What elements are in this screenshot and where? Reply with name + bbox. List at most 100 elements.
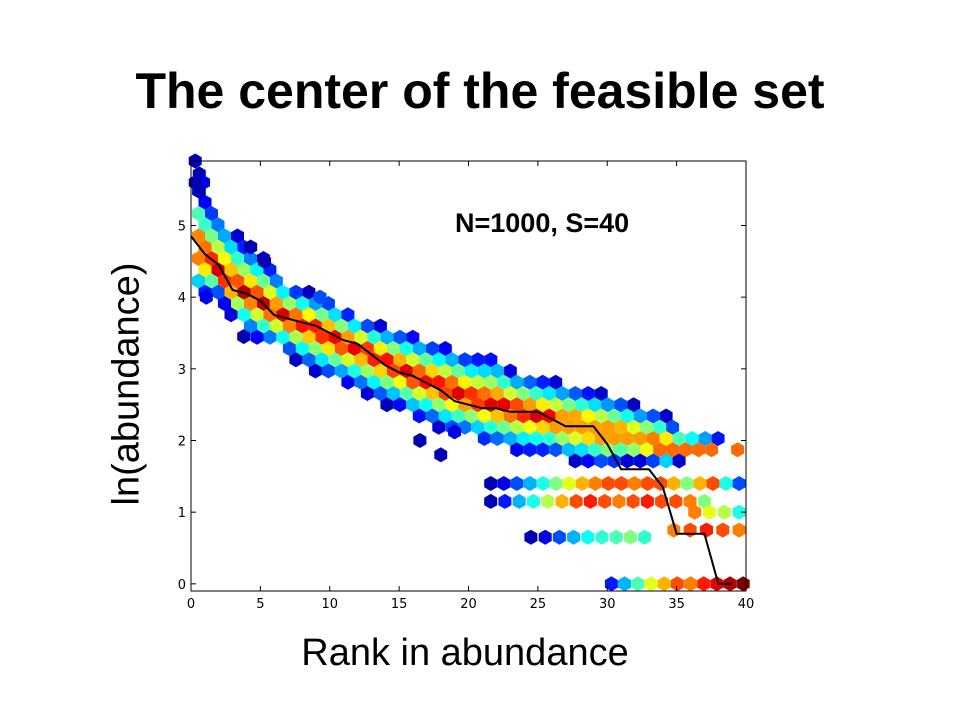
hexbin-cell <box>393 352 407 368</box>
hexbin-cell <box>510 419 524 435</box>
hexbin-cell <box>604 576 618 592</box>
hexbin-cell <box>524 529 538 545</box>
y-tick-label: 3 <box>178 363 186 378</box>
hexbin-cell <box>705 442 719 458</box>
hexbin-cell <box>263 307 277 323</box>
hexbin-cell <box>659 453 673 469</box>
hexbin-cell <box>250 284 264 300</box>
hexbin-cell <box>732 476 746 491</box>
hexbin-cell <box>569 493 583 509</box>
hexbin-cell <box>601 442 615 458</box>
hexbin-cell <box>282 318 296 334</box>
hexbin-cell <box>334 341 348 356</box>
hexbin-cell <box>432 419 446 435</box>
hexbin-cell <box>581 386 595 401</box>
hexbin-cell <box>341 352 355 368</box>
hexbin-cell <box>583 493 597 509</box>
hexbin-cell <box>192 228 205 244</box>
hexbin-cell <box>646 453 660 469</box>
hexbin-cell <box>399 341 413 356</box>
hexbin-cell <box>313 289 327 305</box>
y-tick-label: 4 <box>178 291 186 306</box>
hexbin-cell <box>669 493 683 509</box>
hexbin-cell <box>484 493 498 509</box>
hexbin-cell <box>471 374 485 390</box>
hexbin-cell <box>601 476 615 491</box>
hexbin-cell <box>594 453 608 469</box>
hexbin-cell <box>697 576 711 592</box>
hexbin-cell <box>711 431 725 446</box>
hexbin-cell <box>276 284 290 300</box>
hexbin-cell <box>393 374 407 390</box>
hexbin-cell <box>448 424 462 440</box>
hexbin-cell <box>432 374 446 390</box>
hexbin-cell <box>295 341 309 356</box>
hexbin-cell <box>276 329 290 345</box>
hexbin-cell <box>523 419 537 435</box>
hexbin-cell <box>614 419 628 435</box>
slide-title: The center of the feasible set <box>135 63 825 119</box>
hexbin-cell <box>458 374 472 390</box>
hexbin-cell <box>697 493 711 509</box>
x-tick-label: 30 <box>599 597 616 612</box>
hexbin-cell <box>510 374 524 390</box>
y-tick-label: 5 <box>178 220 186 235</box>
x-tick-label: 0 <box>187 597 195 612</box>
hexbin-cell <box>588 442 602 458</box>
hexbin-cell <box>257 273 270 289</box>
hexbin-cell <box>458 419 472 435</box>
x-tick-label: 5 <box>256 597 264 612</box>
hexbin-cell <box>510 397 524 413</box>
hexbin-cell <box>640 419 654 435</box>
hexbin-cell <box>341 307 355 323</box>
hexbin-cell <box>211 239 225 255</box>
hexbin-cell <box>627 419 641 435</box>
hexbin-cell <box>512 493 526 509</box>
hexbin-cell <box>205 206 218 221</box>
hexbin-cell <box>575 397 589 413</box>
hexbin-cell <box>315 329 329 345</box>
hexbin-cell <box>706 476 720 491</box>
hexbin-cell <box>667 476 681 491</box>
hexbin-cell <box>302 307 316 323</box>
hexbin-cell <box>308 363 322 379</box>
hexbin-cell <box>497 374 511 390</box>
hexbin-cell <box>218 228 231 244</box>
hexbin-cell <box>231 273 244 289</box>
hexbin-cell <box>594 408 608 424</box>
hexbin-cell <box>710 576 724 592</box>
hexbin-cell <box>471 352 485 368</box>
hexbin-cell <box>732 504 746 520</box>
hexbin-cell <box>360 363 374 379</box>
hexbin-cell <box>464 363 478 379</box>
hexbin-cell <box>503 431 517 446</box>
hexbin-cell <box>612 493 626 509</box>
hexbin-cell <box>549 374 563 390</box>
hexbin-cell <box>614 476 628 491</box>
hexbin-cell <box>354 352 368 368</box>
hexbin-cell <box>536 419 550 435</box>
hexbin-cell <box>354 329 368 345</box>
hexbin-cell <box>295 296 309 311</box>
y-tick-label: 0 <box>178 578 186 593</box>
hexbin-cell <box>624 529 637 545</box>
hexbin-cell <box>425 386 439 401</box>
x-tick-label: 40 <box>738 597 755 612</box>
y-tick-label: 2 <box>178 435 186 450</box>
hexbin-cell <box>373 363 387 379</box>
axis-ticks: 0 5 10 15 20 25 30 35 40 0 1 2 3 4 5 <box>178 161 755 612</box>
hexbin-cell <box>205 273 218 289</box>
hexbin-cell <box>555 386 569 401</box>
hexbin-cell <box>321 363 335 379</box>
hexbin-cell <box>413 433 427 448</box>
chart-annotation: N=1000, S=40 <box>455 208 629 238</box>
hexbin-cell <box>555 493 569 509</box>
hexbin-cell <box>406 397 420 413</box>
hexbin-cell <box>581 453 595 469</box>
hexbin-cell <box>490 363 504 379</box>
hexbin-cell <box>484 374 498 390</box>
hexbin-cell <box>282 296 296 311</box>
x-tick-label: 35 <box>668 597 685 612</box>
hexbin-cell <box>360 386 374 401</box>
